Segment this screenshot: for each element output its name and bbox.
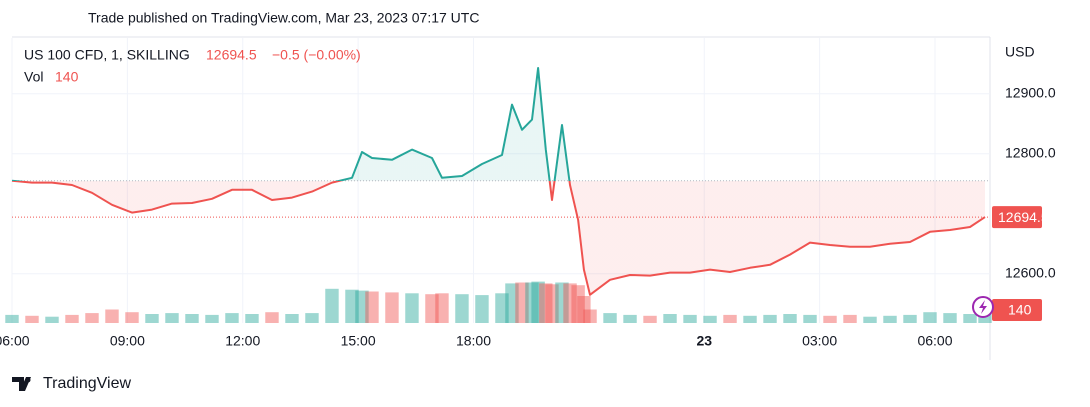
volume-bar (555, 282, 569, 323)
currency: USD (1005, 44, 1035, 60)
volume-bar (455, 294, 469, 323)
footer-brand: TradingView (43, 375, 131, 392)
volume-bar (265, 312, 279, 323)
volume-bar (603, 313, 617, 323)
x-tick-label: 06:00 (0, 333, 30, 349)
volume-bar (5, 314, 19, 323)
volume-bar (285, 314, 299, 323)
x-tick-label: 23 (696, 333, 712, 349)
volume-bar (435, 293, 449, 323)
volume-bar (125, 312, 139, 323)
last-price: 12694.5 (206, 47, 257, 63)
volume-bar (763, 314, 777, 323)
last-price-tag (992, 206, 1042, 229)
last-volume: 140 (55, 69, 79, 85)
volume-bar (425, 294, 439, 323)
volume-bar (325, 288, 339, 323)
volume-bar (883, 315, 897, 323)
x-tick-label: 15:00 (341, 333, 376, 349)
volume-bar (803, 314, 817, 323)
volume-bar (525, 282, 539, 323)
volume-bar (365, 291, 379, 323)
x-tick-label: 03:00 (802, 333, 837, 349)
volume-bar (563, 283, 577, 323)
volume-bar (25, 315, 39, 323)
price-line (11, 67, 986, 296)
volume-bar (643, 315, 657, 323)
volume-bar (225, 313, 239, 323)
x-tick-label: 09:00 (110, 333, 145, 349)
y-tick-label: 12800.0 (1005, 145, 1056, 161)
volume-bar (571, 285, 585, 323)
volume-bar (385, 292, 399, 323)
volume-bar (205, 314, 219, 323)
volume-bar (495, 293, 509, 323)
volume-bar (723, 314, 737, 323)
logo (12, 377, 31, 391)
volume-bar (703, 315, 717, 323)
price-area (12, 68, 985, 295)
price-change: −0.5 (−0.00%) (272, 47, 361, 63)
volume-bar (545, 284, 559, 323)
y-tick-label: 12600.0 (1005, 265, 1056, 281)
volume-bar (65, 314, 79, 323)
last-volume-tag-label: 140 (1008, 302, 1032, 318)
last-volume-tag (992, 299, 1042, 321)
volume-title: Vol (24, 69, 43, 85)
volume-bar (45, 316, 59, 323)
volume-bar (943, 313, 957, 323)
volume-bar (923, 312, 937, 323)
volume-bar (185, 314, 199, 323)
volume-bar (843, 314, 857, 323)
volume-bar (823, 315, 837, 323)
volume-bar (683, 314, 697, 323)
volume-bar (531, 281, 545, 323)
x-tick-label: 18:00 (456, 333, 491, 349)
volume-bar (505, 283, 519, 323)
volume-bar (863, 316, 877, 323)
volume-bar (345, 289, 359, 323)
volume-bar (663, 314, 677, 323)
volume-bar (105, 309, 119, 323)
last-price-tag-label: 12694.5 (998, 209, 1049, 225)
volume-bar (963, 314, 977, 323)
volume-bar (165, 313, 179, 323)
symbol-title: US 100 CFD, 1, SKILLING (24, 47, 190, 63)
x-tick-label: 06:00 (917, 333, 952, 349)
volume-bar (903, 314, 917, 323)
alert-icon (972, 296, 994, 318)
volume-bar (355, 290, 369, 323)
volume-bar (245, 314, 259, 323)
volume-bar (577, 296, 591, 323)
y-tick-label: 12900.0 (1005, 85, 1056, 101)
volume-bar (145, 314, 159, 323)
volume-bar (583, 309, 597, 323)
volume-bar (85, 313, 99, 323)
volume-bar (475, 295, 489, 323)
volume-bar (743, 315, 757, 323)
volume-bar (623, 314, 637, 323)
published-note: Trade published on TradingView.com, Mar … (88, 10, 479, 26)
volume-bar (405, 293, 419, 323)
volume-bar (783, 314, 797, 323)
x-tick-label: 12:00 (225, 333, 260, 349)
volume-bar (515, 282, 529, 323)
volume-bar (305, 313, 319, 323)
volume-bar (539, 283, 553, 323)
